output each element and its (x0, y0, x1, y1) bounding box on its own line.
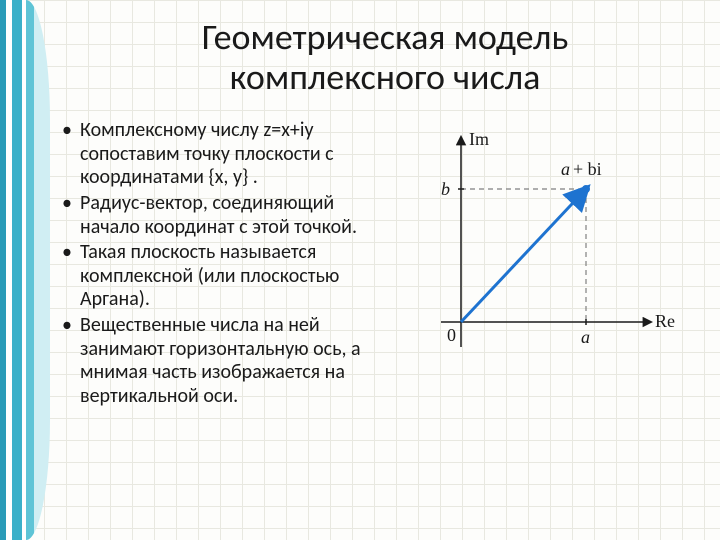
content-row: Комплексному числу z=x+iy сопоставим точ… (60, 119, 710, 410)
origin-label: 0 (447, 325, 456, 345)
b-label: b (441, 179, 450, 199)
diagram-svg: Im Re 0 b a a+ bi (411, 127, 676, 367)
list-item: Такая плоскость называется комплексной (… (60, 241, 395, 312)
radius-vector (461, 189, 586, 322)
point-label: a+ bi (561, 159, 602, 179)
a-label: a (581, 327, 590, 347)
title-line-2: комплексного числа (230, 55, 541, 99)
re-label: Re (655, 311, 675, 331)
bullet-list: Комплексному числу z=x+iy сопоставим точ… (60, 119, 395, 410)
point-dot (582, 185, 590, 193)
title-line-1: Геометрическая модель (202, 15, 569, 59)
argand-diagram: Im Re 0 b a a+ bi (411, 127, 676, 387)
slide-content: Геометрическая модель комплексного числа… (60, 18, 710, 410)
list-item: Вещественные числа на ней занимают гориз… (60, 314, 395, 408)
list-item: Радиус-вектор, соединяющий начало коорди… (60, 192, 395, 239)
decor-stripe (0, 0, 50, 540)
list-item: Комплексному числу z=x+iy сопоставим точ… (60, 119, 395, 190)
slide-title: Геометрическая модель комплексного числа (60, 18, 710, 97)
im-label: Im (469, 129, 489, 149)
